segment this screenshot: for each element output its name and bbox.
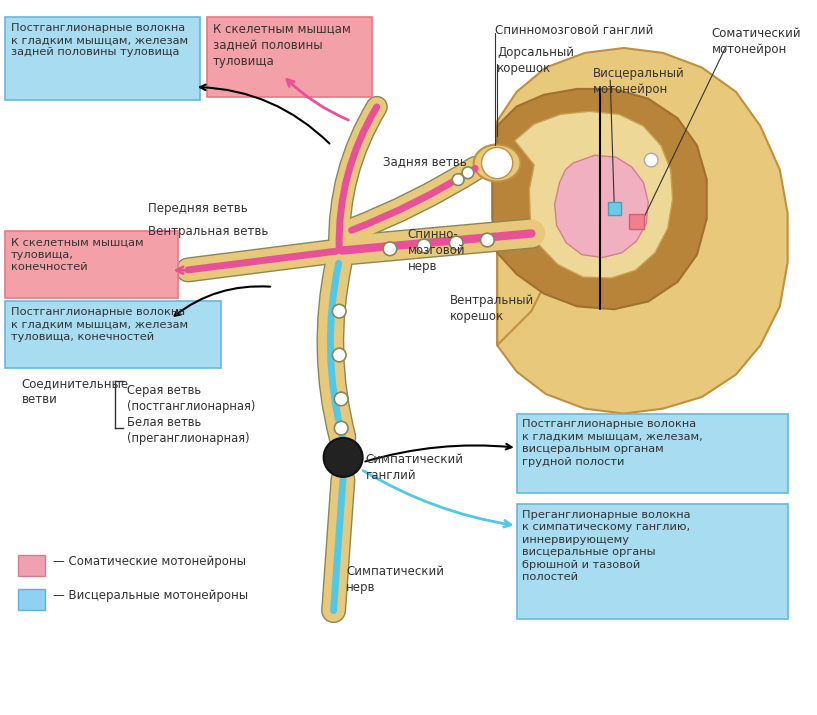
Polygon shape <box>493 89 707 310</box>
Text: Вентральная ветвь: Вентральная ветвь <box>148 225 269 238</box>
Text: Симпатический
ганглий: Симпатический ганглий <box>365 453 463 481</box>
Circle shape <box>334 392 348 405</box>
Text: Висцеральный
мотонейрон: Висцеральный мотонейрон <box>592 67 685 97</box>
Circle shape <box>462 167 474 179</box>
Text: Спинно-
мозговой
нерв: Спинно- мозговой нерв <box>408 228 465 273</box>
FancyBboxPatch shape <box>207 17 373 97</box>
Text: Симпатический
нерв: Симпатический нерв <box>346 565 444 593</box>
FancyBboxPatch shape <box>17 589 45 611</box>
Text: Соматический
мотонейрон: Соматический мотонейрон <box>712 26 801 56</box>
Polygon shape <box>498 48 788 413</box>
Circle shape <box>383 242 397 256</box>
Circle shape <box>481 147 513 179</box>
Text: Серая ветвь
(постганглионарная)
Белая ветвь
(преганглионарная): Серая ветвь (постганглионарная) Белая ве… <box>127 384 255 445</box>
Text: Постганглионарные волокна
к гладким мышцам, железам
туловища, конечностей: Постганглионарные волокна к гладким мышц… <box>11 307 188 342</box>
Text: К скелетным мышцам
задней половины
туловища: К скелетным мышцам задней половины тулов… <box>212 23 350 68</box>
Text: — Висцеральные мотонейроны: — Висцеральные мотонейроны <box>52 589 248 602</box>
FancyBboxPatch shape <box>17 555 45 576</box>
Text: Постганглионарные волокна
к гладким мышцам, железам,
висцеральным органам
грудно: Постганглионарные волокна к гладким мышц… <box>523 420 703 467</box>
Text: Дорсальный
корешок: Дорсальный корешок <box>498 46 574 75</box>
Circle shape <box>480 233 494 247</box>
Circle shape <box>449 236 463 250</box>
Text: Передняя ветвь: Передняя ветвь <box>148 202 248 215</box>
Circle shape <box>333 348 346 362</box>
FancyBboxPatch shape <box>5 17 200 99</box>
Text: Вентральный
корешок: Вентральный корешок <box>450 294 534 322</box>
FancyBboxPatch shape <box>516 504 788 619</box>
Text: Преганглионарные волокна
к симпатическому ганглию,
иннервирующему
висцеральные о: Преганглионарные волокна к симпатическом… <box>523 510 691 582</box>
Circle shape <box>324 438 363 477</box>
Circle shape <box>333 305 346 318</box>
Text: Спинномозговой ганглий: Спинномозговой ганглий <box>495 24 654 36</box>
Polygon shape <box>555 155 648 257</box>
Circle shape <box>453 174 464 185</box>
FancyBboxPatch shape <box>5 231 178 297</box>
Text: Соединительные
ветви: Соединительные ветви <box>21 378 128 407</box>
Circle shape <box>645 153 658 167</box>
FancyBboxPatch shape <box>629 214 645 230</box>
Ellipse shape <box>474 144 520 182</box>
Text: — Соматические мотонейроны: — Соматические мотонейроны <box>52 555 246 568</box>
Text: Задняя ветвь: Задняя ветвь <box>383 155 467 168</box>
Circle shape <box>334 421 348 435</box>
Polygon shape <box>515 112 672 278</box>
FancyBboxPatch shape <box>609 202 621 214</box>
FancyBboxPatch shape <box>5 302 221 368</box>
Text: Постганглионарные волокна
к гладким мышцам, железам
задней половины туловища: Постганглионарные волокна к гладким мышц… <box>11 23 188 57</box>
FancyBboxPatch shape <box>516 413 788 493</box>
Text: К скелетным мышцам
туловища,
конечностей: К скелетным мышцам туловища, конечностей <box>11 237 143 272</box>
Circle shape <box>417 239 431 252</box>
